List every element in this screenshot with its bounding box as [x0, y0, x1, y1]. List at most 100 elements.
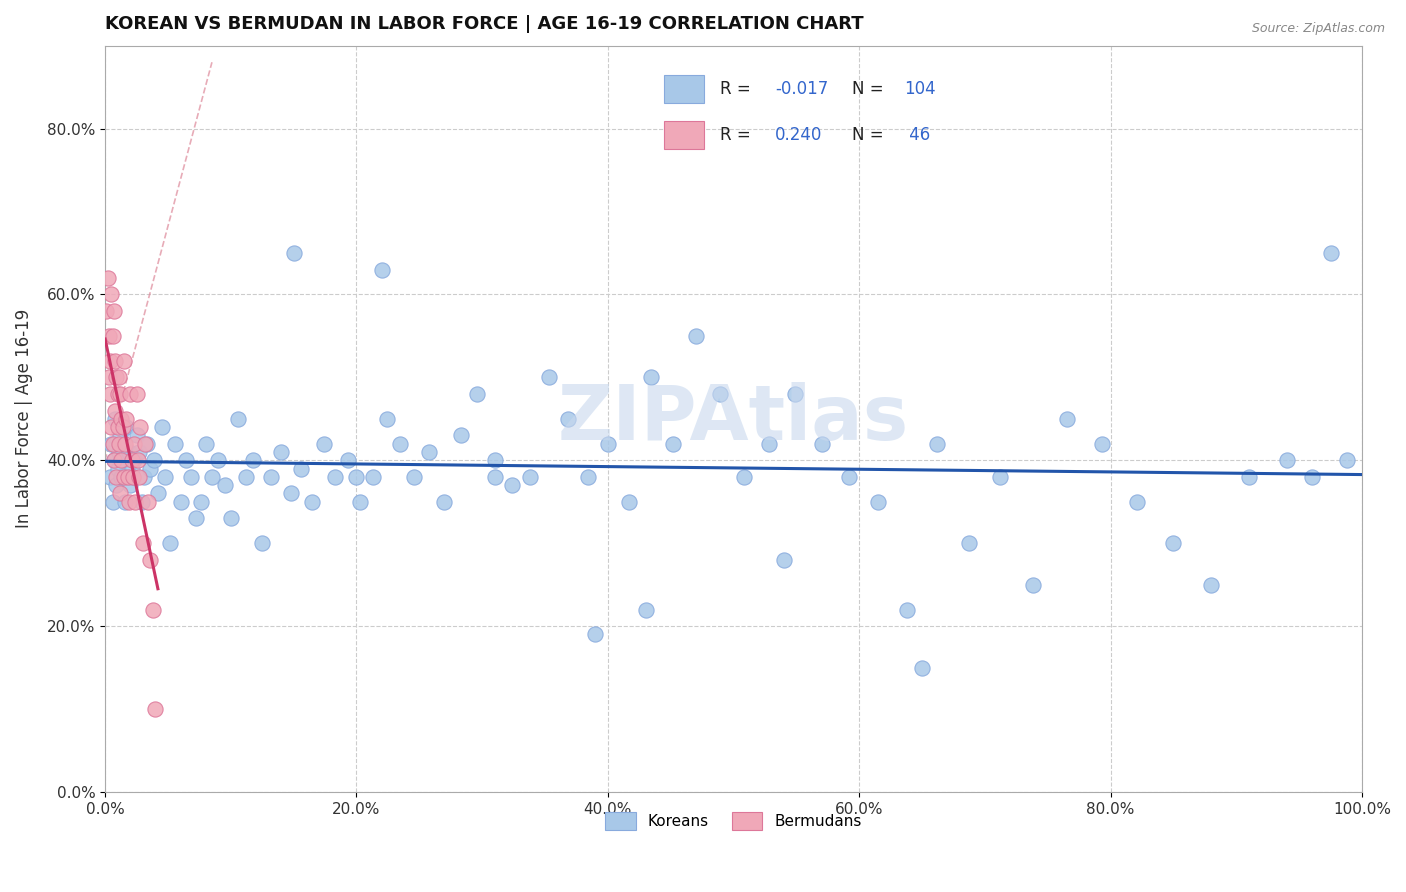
- Point: [111, 453, 134, 467]
- Point: [101, 494, 124, 508]
- Point: [280, 486, 302, 500]
- Point: [868, 494, 890, 508]
- Point: [927, 436, 949, 450]
- Point: [107, 420, 129, 434]
- Point: [114, 436, 136, 450]
- Point: [108, 370, 131, 384]
- Point: [484, 470, 506, 484]
- Point: [557, 412, 579, 426]
- Point: [270, 445, 292, 459]
- Point: [159, 536, 181, 550]
- Point: [242, 453, 264, 467]
- Point: [375, 412, 398, 426]
- Point: [128, 445, 150, 459]
- Point: [146, 486, 169, 500]
- Point: [143, 453, 166, 467]
- Point: [501, 478, 523, 492]
- Point: [104, 353, 127, 368]
- Point: [190, 494, 212, 508]
- Point: [1237, 470, 1260, 484]
- Point: [131, 494, 153, 508]
- Point: [1275, 453, 1298, 467]
- Point: [1163, 536, 1185, 550]
- Point: [134, 436, 156, 450]
- Point: [361, 470, 384, 484]
- Point: [120, 387, 142, 401]
- Point: [709, 387, 731, 401]
- Point: [207, 453, 229, 467]
- Point: [596, 436, 619, 450]
- Point: [450, 428, 472, 442]
- Point: [139, 461, 162, 475]
- Point: [115, 412, 138, 426]
- Legend: Koreans, Bermudans: Koreans, Bermudans: [599, 805, 868, 837]
- Point: [105, 470, 128, 484]
- Point: [537, 370, 560, 384]
- Point: [1319, 246, 1341, 260]
- Text: KOREAN VS BERMUDAN IN LABOR FORCE | AGE 16-19 CORRELATION CHART: KOREAN VS BERMUDAN IN LABOR FORCE | AGE …: [105, 15, 863, 33]
- Point: [120, 478, 142, 492]
- Point: [290, 461, 312, 475]
- Point: [98, 387, 121, 401]
- Point: [100, 420, 122, 434]
- Point: [121, 461, 143, 475]
- Point: [252, 536, 274, 550]
- Point: [104, 412, 127, 426]
- Point: [911, 660, 934, 674]
- Point: [349, 494, 371, 508]
- Point: [118, 494, 141, 508]
- Point: [105, 370, 128, 384]
- Point: [112, 470, 135, 484]
- Point: [346, 470, 368, 484]
- Point: [118, 445, 141, 459]
- Point: [110, 470, 132, 484]
- Point: [194, 436, 217, 450]
- Point: [260, 470, 283, 484]
- Point: [107, 387, 129, 401]
- Point: [117, 470, 139, 484]
- Point: [101, 329, 124, 343]
- Point: [662, 436, 685, 450]
- Point: [957, 536, 980, 550]
- Point: [98, 470, 121, 484]
- Point: [896, 602, 918, 616]
- Point: [103, 304, 125, 318]
- Point: [108, 486, 131, 500]
- Point: [110, 453, 132, 467]
- Point: [145, 702, 167, 716]
- Point: [97, 370, 120, 384]
- Point: [125, 387, 148, 401]
- Point: [103, 453, 125, 467]
- Point: [1126, 494, 1149, 508]
- Text: Source: ZipAtlas.com: Source: ZipAtlas.com: [1251, 22, 1385, 36]
- Point: [139, 553, 162, 567]
- Point: [283, 246, 305, 260]
- Point: [810, 436, 832, 450]
- Point: [201, 470, 224, 484]
- Point: [404, 470, 426, 484]
- Point: [733, 470, 755, 484]
- Point: [165, 436, 187, 450]
- Point: [988, 470, 1011, 484]
- Point: [301, 494, 323, 508]
- Point: [174, 453, 197, 467]
- Point: [96, 304, 118, 318]
- Point: [108, 436, 131, 450]
- Point: [418, 445, 440, 459]
- Point: [112, 353, 135, 368]
- Point: [583, 627, 606, 641]
- Point: [1021, 577, 1043, 591]
- Point: [97, 329, 120, 343]
- Point: [370, 262, 392, 277]
- Point: [214, 478, 236, 492]
- Point: [110, 412, 132, 426]
- Point: [180, 470, 202, 484]
- Point: [150, 420, 173, 434]
- Point: [838, 470, 860, 484]
- Point: [135, 436, 157, 450]
- Point: [121, 453, 143, 467]
- Point: [112, 436, 135, 450]
- Point: [101, 436, 124, 450]
- Point: [169, 494, 191, 508]
- Point: [103, 453, 125, 467]
